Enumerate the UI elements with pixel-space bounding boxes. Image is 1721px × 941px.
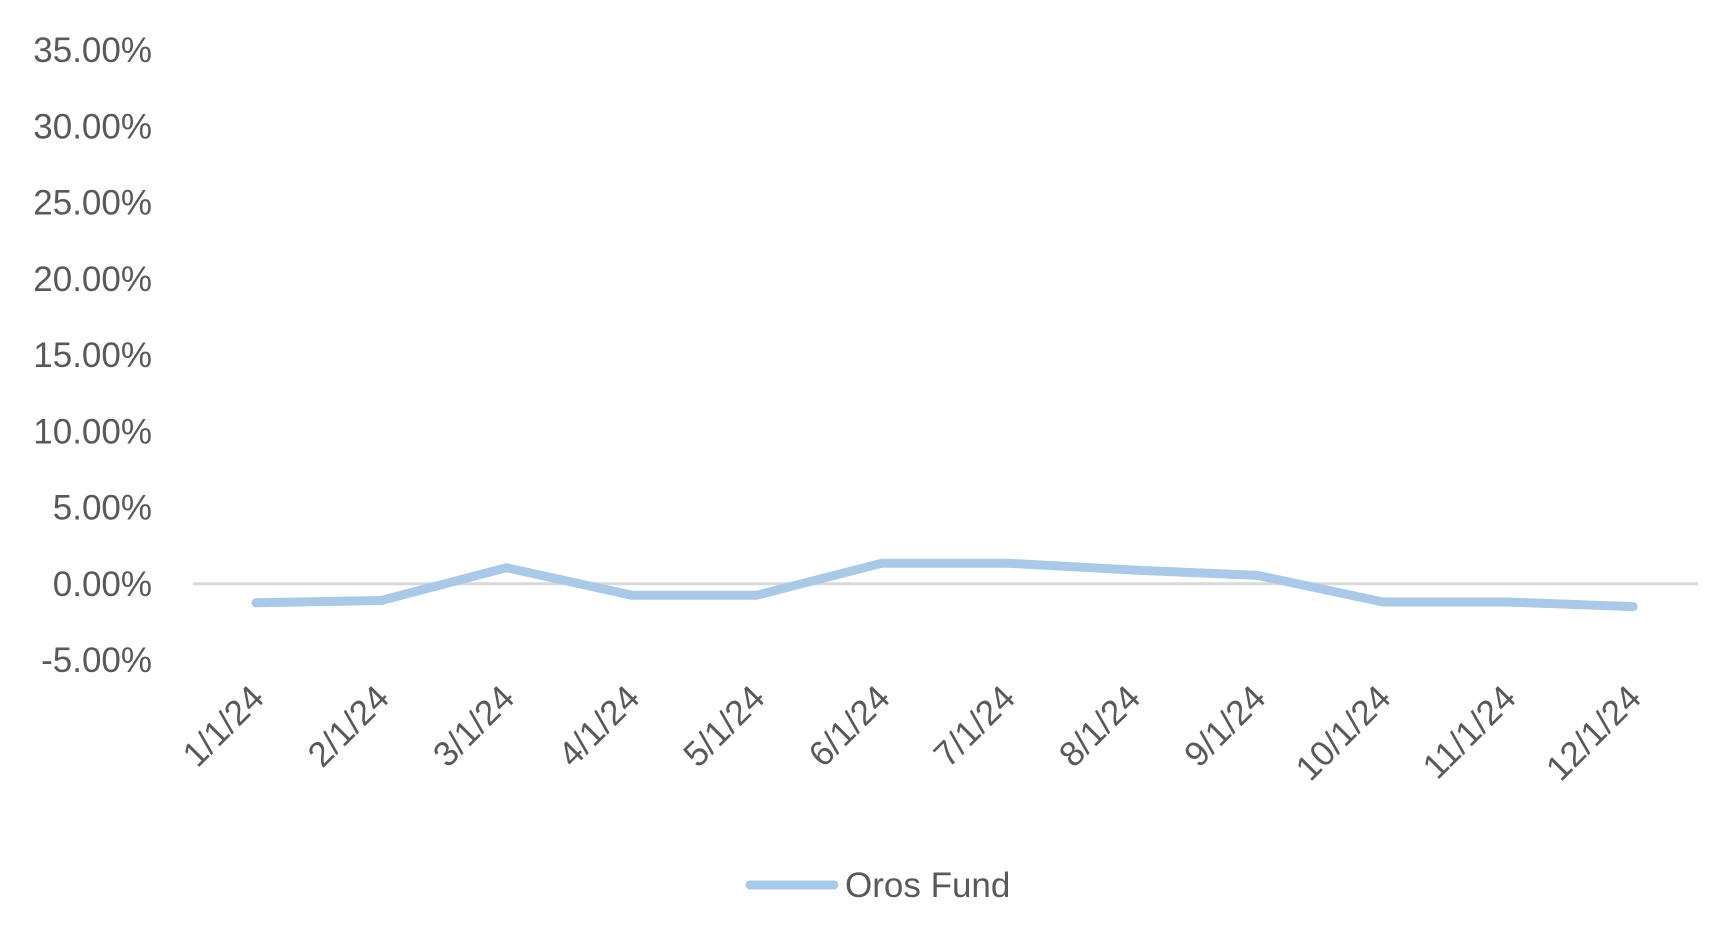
y-axis-labels: 35.00% 30.00% 25.00% 20.00% 15.00% 10.00% 5.00… [33,31,152,680]
x-tick-label: 6/1/24 [801,678,897,774]
x-tick-label: 9/1/24 [1177,678,1273,774]
x-tick-label: 10/1/24 [1288,678,1398,788]
plot-area [193,558,1698,612]
x-tick-label: 4/1/24 [551,678,647,774]
legend-label-oros-fund: Oros Fund [845,866,1010,905]
x-tick-label: 8/1/24 [1052,678,1148,774]
y-tick-label: 20.00% [33,260,152,299]
y-tick-label: -5.00% [41,641,152,680]
x-tick-label: 2/1/24 [300,678,396,774]
x-tick-label: 1/1/24 [175,678,271,774]
legend[interactable]: Oros Fund [745,866,1010,905]
x-tick-label: 11/1/24 [1415,678,1523,786]
y-tick-label: 25.00% [33,184,152,223]
y-tick-label: 10.00% [33,412,152,451]
y-tick-label: 5.00% [53,489,152,528]
x-tick-label: 7/1/24 [926,678,1022,774]
x-axis-labels: 1/1/24 2/1/24 3/1/24 4/1/24 5/1/24 6/1/24 7/1/… [175,678,1649,788]
x-tick-label: 12/1/24 [1539,678,1649,788]
series-line-oros-fund [251,558,1638,612]
y-tick-label: 0.00% [53,565,152,604]
x-tick-label: 5/1/24 [676,678,772,774]
y-tick-label: 35.00% [33,31,152,70]
y-tick-label: 15.00% [33,336,152,375]
x-tick-label: 3/1/24 [426,678,522,774]
y-tick-label: 30.00% [33,107,152,146]
